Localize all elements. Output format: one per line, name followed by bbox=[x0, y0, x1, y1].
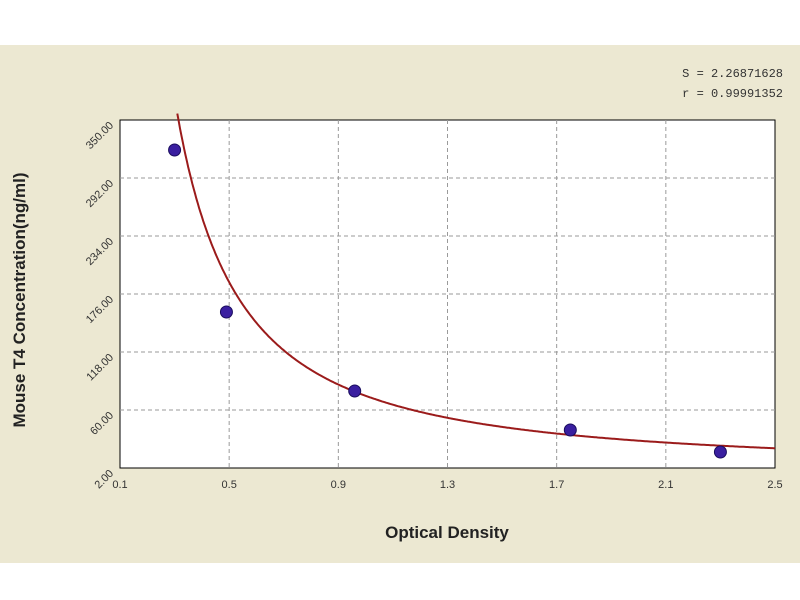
y-tick-label: 60.00 bbox=[88, 410, 116, 438]
y-tick-label: 292.00 bbox=[84, 178, 116, 210]
x-axis-title: Optical Density bbox=[385, 523, 509, 542]
x-tick-label: 0.9 bbox=[331, 479, 346, 491]
y-tick-label: 234.00 bbox=[84, 236, 116, 268]
x-tick-label: 0.1 bbox=[112, 479, 127, 491]
data-point bbox=[168, 143, 182, 157]
x-tick-label: 1.7 bbox=[549, 479, 564, 491]
y-tick-label: 350.00 bbox=[84, 120, 116, 152]
data-point bbox=[713, 445, 727, 459]
y-axis-title: Mouse T4 Concentration(ng/ml) bbox=[10, 173, 29, 428]
y-tick-label: 176.00 bbox=[84, 294, 116, 326]
x-tick-label: 2.5 bbox=[767, 479, 782, 491]
fit-curve bbox=[176, 113, 776, 450]
x-tick-labels: 0.1 0.5 0.9 1.3 1.7 2.1 2.5 bbox=[112, 479, 782, 491]
y-tick-label: 118.00 bbox=[84, 352, 116, 384]
x-tick-label: 2.1 bbox=[658, 479, 673, 491]
data-point bbox=[563, 423, 577, 437]
data-points bbox=[168, 143, 727, 459]
data-point bbox=[348, 384, 362, 398]
chart-svg: 2.0060.00118.00176.00234.00292.00350.00 … bbox=[10, 67, 783, 542]
chart-figure: 2.00 60.00 118.00 176.00 234.00 292.00 350.00 … bbox=[0, 45, 800, 563]
data-point bbox=[219, 305, 233, 319]
s-statistic: S = 2.26871628 bbox=[682, 67, 783, 81]
x-tick-label: 0.5 bbox=[222, 479, 237, 491]
r-statistic: r = 0.99991352 bbox=[682, 87, 783, 101]
x-tick-label: 1.3 bbox=[440, 479, 455, 491]
grid-lines bbox=[120, 120, 775, 468]
